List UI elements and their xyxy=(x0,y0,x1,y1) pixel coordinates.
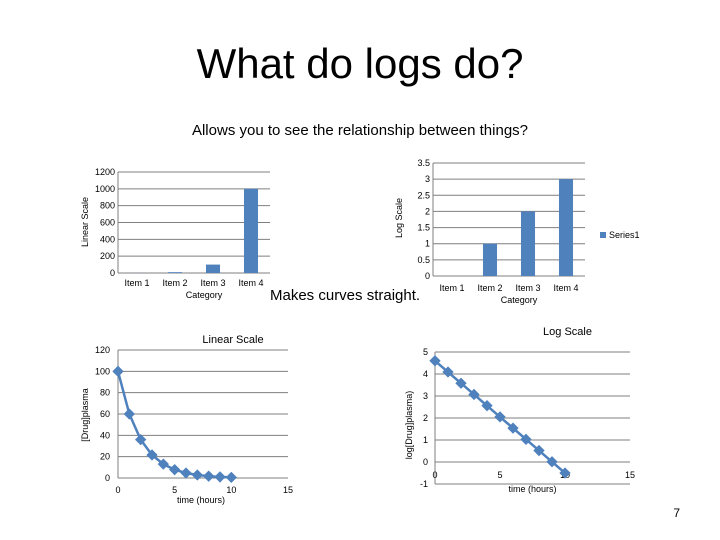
data-point xyxy=(180,467,192,479)
data-point xyxy=(135,433,147,446)
data-point xyxy=(191,469,203,481)
x-tick-label: 5 xyxy=(172,485,177,495)
x-tick-label: Item 1 xyxy=(439,283,464,293)
x-axis-title: time (hours) xyxy=(177,495,225,505)
chart-title: Linear Scale xyxy=(202,334,263,346)
x-tick-label: Item 1 xyxy=(124,278,149,288)
slide-subtitle: Allows you to see the relationship betwe… xyxy=(191,122,529,139)
x-tick-label: 0 xyxy=(115,485,120,495)
x-axis-title: time (hours) xyxy=(508,484,556,494)
y-tick-label: 3.5 xyxy=(417,158,430,168)
data-point xyxy=(203,470,215,482)
data-point xyxy=(442,366,454,378)
y-tick-label: 2 xyxy=(423,413,428,423)
y-tick-label: 0 xyxy=(425,271,430,281)
bar xyxy=(520,211,536,276)
data-point xyxy=(494,411,506,423)
y-tick-label: 1.5 xyxy=(417,223,430,233)
bar xyxy=(205,264,221,273)
data-point xyxy=(468,388,480,401)
x-axis-title: Category xyxy=(501,295,538,305)
y-tick-label: 20 xyxy=(100,452,110,462)
x-tick-label: 0 xyxy=(432,470,437,480)
y-tick-label: 100 xyxy=(95,366,110,376)
data-point xyxy=(214,471,226,483)
y-tick-label: 0 xyxy=(423,457,428,467)
y-tick-label: 120 xyxy=(95,345,110,355)
x-tick-label: 5 xyxy=(497,470,502,480)
y-axis-title: Log Scale xyxy=(394,198,404,238)
y-tick-label: 0 xyxy=(105,473,110,483)
x-tick-label: Item 3 xyxy=(515,283,540,293)
legend-label: Series1 xyxy=(609,230,640,240)
data-point xyxy=(157,458,169,470)
x-tick-label: 15 xyxy=(625,470,635,480)
bar xyxy=(482,243,498,276)
x-tick-label: Item 2 xyxy=(477,283,502,293)
x-tick-label: 15 xyxy=(283,485,293,495)
y-tick-label: 600 xyxy=(100,218,115,228)
data-point xyxy=(169,464,181,476)
y-tick-label: 200 xyxy=(100,251,115,261)
x-tick-label: Item 4 xyxy=(553,283,578,293)
x-tick-label: Item 2 xyxy=(162,278,187,288)
y-tick-label: 800 xyxy=(100,201,115,211)
y-axis-title: [Drug]plasma xyxy=(80,388,90,442)
x-tick-label: 10 xyxy=(226,485,236,495)
y-tick-label: 3 xyxy=(423,391,428,401)
line-chart-1: 0 20 40 60 80 100 120 0 5 10 15 Linear Scale time (h… xyxy=(80,334,293,505)
y-tick-label: 1200 xyxy=(95,167,115,177)
y-tick-label: 2.5 xyxy=(417,190,430,200)
bar xyxy=(558,179,574,276)
y-tick-label: 2 xyxy=(425,206,430,216)
middle-caption: Makes curves straight. xyxy=(270,287,421,304)
series-line xyxy=(116,371,232,479)
y-tick-label: 1 xyxy=(423,435,428,445)
y-tick-label: 1 xyxy=(425,239,430,249)
y-tick-label: 3 xyxy=(425,174,430,184)
data-point xyxy=(429,355,441,367)
x-tick-label: Item 4 xyxy=(238,278,263,288)
data-point xyxy=(481,400,493,412)
data-point xyxy=(546,456,558,468)
y-tick-label: 4 xyxy=(423,369,428,379)
y-tick-label: 5 xyxy=(423,347,428,357)
data-point xyxy=(520,433,532,445)
bar xyxy=(243,188,259,273)
data-point xyxy=(455,377,467,389)
y-axis-title: log[Drug]plasma) xyxy=(404,391,414,460)
y-axis-title: Linear Scale xyxy=(80,197,90,247)
y-tick-label: 60 xyxy=(100,409,110,419)
slide-title: What do logs do? xyxy=(196,40,524,87)
data-point xyxy=(559,467,571,479)
bar xyxy=(167,272,183,273)
data-point xyxy=(146,449,158,461)
data-point xyxy=(225,471,237,484)
x-axis-title: Category xyxy=(186,290,223,300)
bar-chart-2: 0 0.5 1 1.5 2 2.5 3 3.5 Item 1 Item 2 Item 3 Item 4… xyxy=(394,158,640,305)
page-number: 7 xyxy=(673,506,680,520)
y-tick-label: -1 xyxy=(420,479,428,489)
data-point xyxy=(123,408,135,420)
y-tick-label: 0 xyxy=(110,268,115,278)
data-point xyxy=(533,444,545,457)
bar-chart-1: 0 200 400 600 800 1000 1200 Item 1 Item 2 Item 3 I… xyxy=(80,167,270,300)
y-tick-label: 80 xyxy=(100,388,110,398)
data-point xyxy=(507,422,519,434)
y-tick-label: 400 xyxy=(100,234,115,244)
y-tick-label: 0.5 xyxy=(417,255,430,265)
chart-title: Log Scale xyxy=(543,326,592,338)
data-point xyxy=(112,365,124,377)
y-tick-label: 1000 xyxy=(95,184,115,194)
x-tick-label: Item 3 xyxy=(200,278,225,288)
y-tick-label: 40 xyxy=(100,430,110,440)
legend-swatch xyxy=(600,232,606,238)
